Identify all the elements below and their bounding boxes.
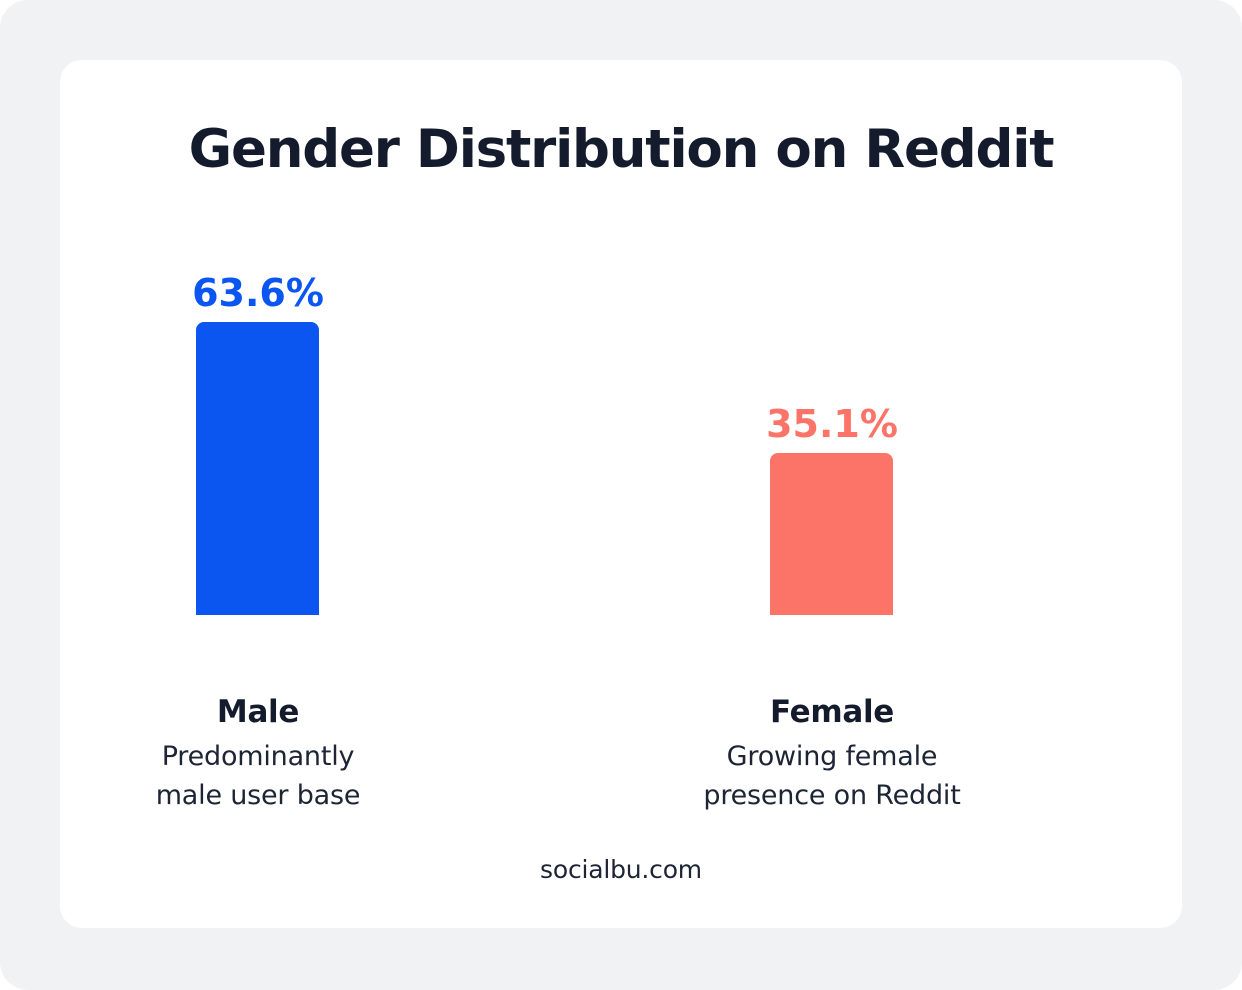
bar-description-male-line1: Predominantly (161, 741, 355, 773)
bar-caption-male: Male Predominantly male user base (108, 694, 408, 815)
bar-description-male-line2: male user base (155, 779, 361, 811)
bar-value-label-female: 35.1% (766, 402, 898, 446)
bar-rect-female[interactable] (770, 453, 893, 615)
source-attribution: socialbu.com (540, 855, 702, 884)
bar-rect-male[interactable] (196, 322, 319, 615)
bar-category-label-female: Female (769, 693, 895, 730)
bar-description-male: Predominantly male user base (108, 738, 408, 815)
page-title: Gender Distribution on Reddit (188, 119, 1055, 180)
bar-caption-female: Female Growing female presence on Reddit (682, 694, 982, 815)
bar-category-label-male: Male (216, 693, 300, 730)
bar-description-female-line2: presence on Reddit (703, 779, 961, 811)
bar-description-female: Growing female presence on Reddit (682, 738, 982, 815)
chart-card: Gender Distribution on Reddit 63.6% Male… (60, 60, 1182, 928)
bar-value-label-male: 63.6% (192, 271, 324, 315)
bar-description-female-line1: Growing female (726, 741, 938, 773)
bar-chart-plot-area: 63.6% Male Predominantly male user base … (60, 60, 1182, 928)
